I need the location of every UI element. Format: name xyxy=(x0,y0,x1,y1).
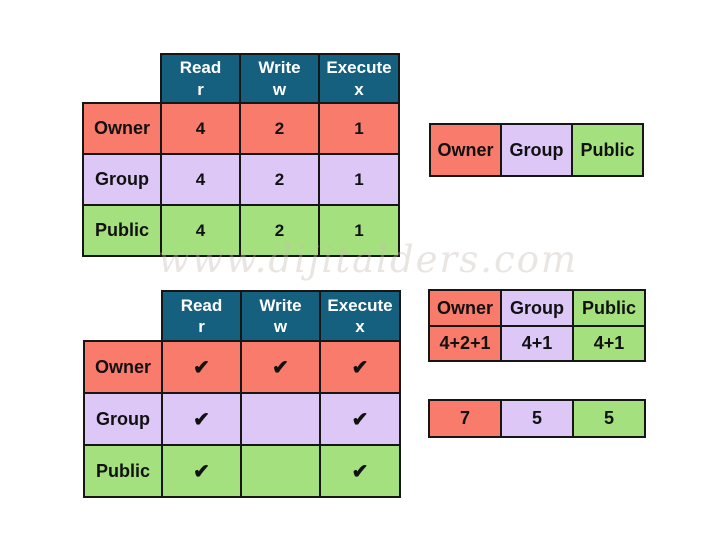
checkmark-cell: ✔ xyxy=(319,444,401,498)
header-word: Write xyxy=(258,58,301,78)
table-row-owner: Owner ✔ ✔ ✔ xyxy=(83,340,401,394)
empty-cell xyxy=(240,392,321,446)
result-cell-public: 5 xyxy=(572,399,646,438)
header-word: Read xyxy=(180,295,223,315)
row-label-owner: Owner xyxy=(82,102,162,155)
header-letter: w xyxy=(272,79,287,99)
header-word: Read xyxy=(179,58,222,78)
result-cell-group: 5 xyxy=(500,399,574,438)
table-row-owner: Owner 4 2 1 xyxy=(82,102,400,155)
value-cell: 1 xyxy=(318,102,400,155)
checkmark-cell: ✔ xyxy=(161,392,242,446)
header-letter: r xyxy=(197,79,204,99)
value-cell: 4 xyxy=(160,204,241,257)
row-label-group: Group xyxy=(82,153,162,206)
checkmark-cell: ✔ xyxy=(240,340,321,394)
sum-value-public: 4+1 xyxy=(572,325,646,362)
header-word: Execute xyxy=(327,295,393,315)
header-word: Write xyxy=(259,295,302,315)
sum-table: Owner Group Public 4+2+1 4+1 4+1 xyxy=(428,289,646,362)
header-read: Read r xyxy=(160,53,241,104)
check-table: Read r Write w Execute x Owner ✔ ✔ ✔ Gro… xyxy=(83,290,401,498)
header-write: Write w xyxy=(240,290,321,342)
sum-header-group: Group xyxy=(500,289,574,327)
empty-corner-cell xyxy=(83,54,161,103)
header-execute: Execute x xyxy=(319,290,401,342)
table-row-public: Public 4 2 1 xyxy=(82,204,400,257)
header-letter: x xyxy=(354,79,364,99)
sum-value-group: 4+1 xyxy=(500,325,574,362)
class-cell-group: Group xyxy=(500,123,573,177)
checkmark-cell: ✔ xyxy=(319,340,401,394)
header-letter: r xyxy=(198,317,205,336)
header-write: Write w xyxy=(239,53,320,104)
value-cell: 2 xyxy=(239,204,320,257)
sum-value-owner: 4+2+1 xyxy=(428,325,502,362)
header-row: Read r Write w Execute x xyxy=(84,290,401,342)
header-letter: x xyxy=(355,317,365,336)
value-cell: 4 xyxy=(160,102,241,155)
value-table: Read r Write w Execute x Owner 4 2 1 Gro… xyxy=(82,53,400,257)
table-row: 4+2+1 4+1 4+1 xyxy=(428,325,646,362)
header-letter: w xyxy=(273,317,288,336)
header-row: Read r Write w Execute x xyxy=(83,53,400,104)
class-cell-owner: Owner xyxy=(429,123,502,177)
table-row: 7 5 5 xyxy=(428,399,646,438)
watermark-text: www.dijitalders.com xyxy=(158,238,579,281)
value-cell: 2 xyxy=(239,102,320,155)
checkmark-cell: ✔ xyxy=(161,340,242,394)
result-strip: 7 5 5 xyxy=(428,399,646,438)
classes-strip: Owner Group Public xyxy=(429,123,644,177)
row-label-owner: Owner xyxy=(83,340,163,394)
value-cell: 1 xyxy=(318,204,400,257)
value-cell: 1 xyxy=(318,153,400,206)
checkmark-cell: ✔ xyxy=(319,392,401,446)
empty-cell xyxy=(240,444,321,498)
result-cell-owner: 7 xyxy=(428,399,502,438)
table-row-public: Public ✔ ✔ xyxy=(83,444,401,498)
table-row: Owner Group Public xyxy=(429,123,644,177)
header-read: Read r xyxy=(161,290,242,342)
class-cell-public: Public xyxy=(571,123,644,177)
value-cell: 4 xyxy=(160,153,241,206)
checkmark-cell: ✔ xyxy=(161,444,242,498)
table-row-group: Group 4 2 1 xyxy=(82,153,400,206)
header-word: Execute xyxy=(326,58,392,78)
value-cell: 2 xyxy=(239,153,320,206)
sum-header-owner: Owner xyxy=(428,289,502,327)
header-row: Owner Group Public xyxy=(428,289,646,327)
table-row-group: Group ✔ ✔ xyxy=(83,392,401,446)
row-label-public: Public xyxy=(82,204,162,257)
sum-header-public: Public xyxy=(572,289,646,327)
row-label-public: Public xyxy=(83,444,163,498)
empty-corner-cell xyxy=(84,291,162,341)
header-execute: Execute x xyxy=(318,53,400,104)
row-label-group: Group xyxy=(83,392,163,446)
